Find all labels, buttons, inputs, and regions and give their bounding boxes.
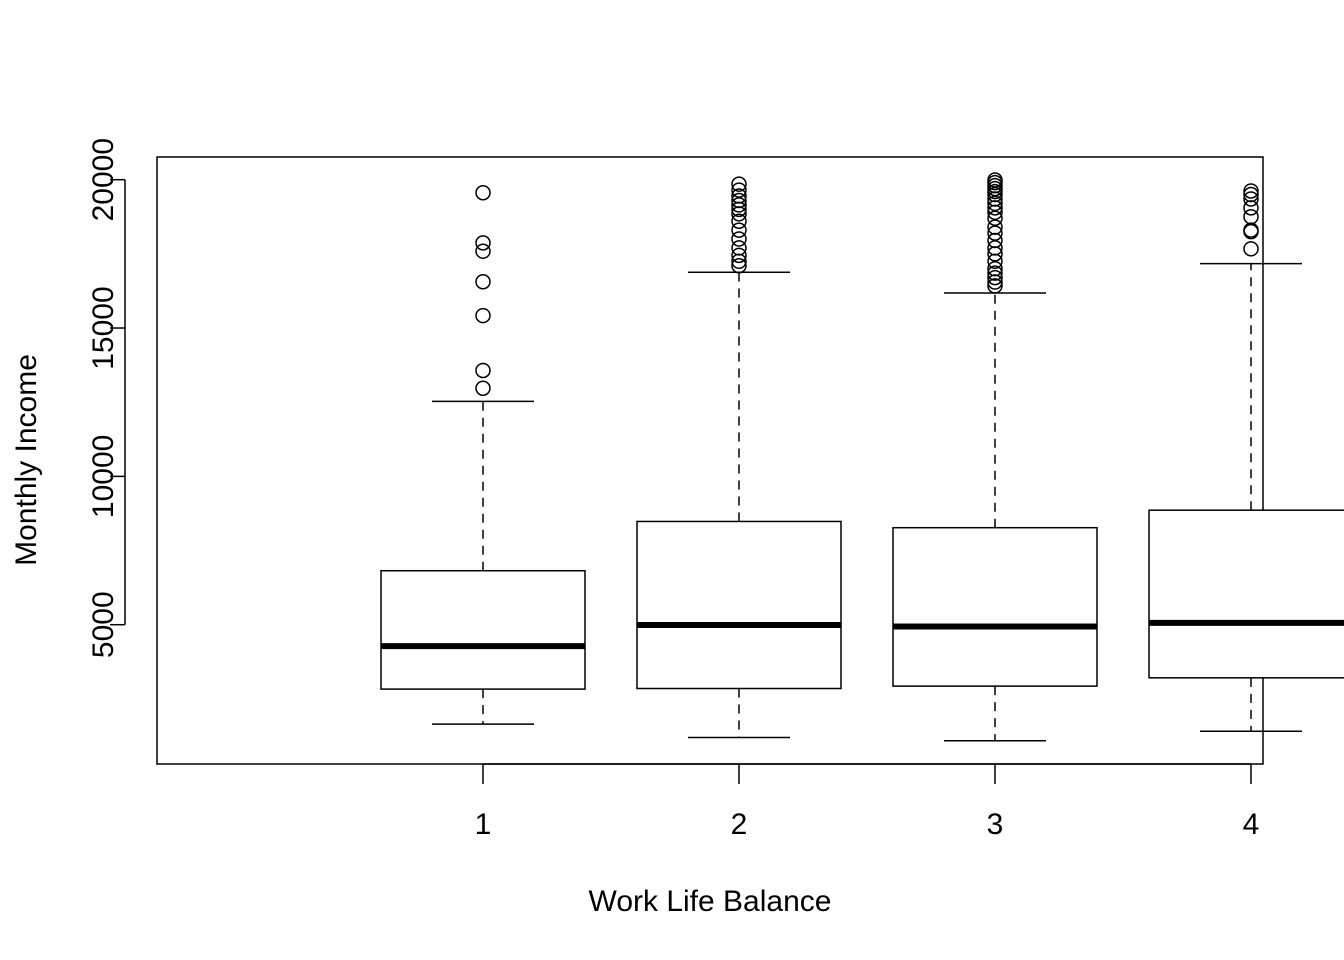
x-axis: 1 2 3 4 — [475, 763, 1260, 841]
y-axis: 5000 10000 15000 20000 — [87, 138, 126, 658]
outlier-point — [1243, 223, 1259, 240]
x-tick-label: 3 — [987, 808, 1004, 841]
x-tick-label: 4 — [1243, 808, 1260, 841]
iqr-box — [636, 520, 842, 690]
outlier-point — [731, 257, 747, 274]
outlier-point — [475, 274, 491, 290]
outlier-point — [1243, 241, 1259, 257]
outlier-point — [987, 204, 1003, 221]
outlier-point — [987, 253, 1003, 270]
outlier-point — [475, 235, 491, 251]
outlier-point — [731, 197, 747, 213]
outlier-point — [731, 176, 747, 192]
outlier-point — [987, 210, 1003, 227]
iqr-box — [892, 526, 1098, 687]
outlier-point — [731, 201, 747, 218]
outlier-point — [987, 265, 1003, 281]
outlier-point — [731, 231, 747, 247]
outlier-point — [987, 274, 1003, 290]
x-tick-label: 2 — [731, 808, 748, 841]
outlier-point — [987, 269, 1003, 286]
outlier-point — [987, 246, 1003, 262]
box-3 — [892, 172, 1098, 742]
outlier-point — [1243, 183, 1259, 199]
outlier-point — [987, 225, 1003, 241]
outlier-point — [475, 184, 491, 201]
outlier-point — [987, 200, 1003, 216]
y-tick-label: 20000 — [87, 138, 120, 221]
outlier-point — [475, 380, 491, 397]
box-1 — [380, 184, 586, 725]
y-axis-label: Monthly Income — [10, 354, 43, 566]
outlier-point — [987, 278, 1003, 294]
iqr-box — [1148, 509, 1344, 679]
box-2 — [636, 176, 842, 739]
box-group — [380, 172, 1344, 742]
outlier-point — [987, 195, 1003, 212]
outlier-point — [731, 182, 747, 198]
outlier-point — [1243, 209, 1259, 225]
outlier-point — [1243, 200, 1259, 216]
outlier-point — [731, 206, 747, 222]
outlier-point — [731, 247, 747, 264]
outlier-point — [731, 213, 747, 229]
x-tick-label: 1 — [475, 808, 492, 841]
box-4 — [1148, 183, 1344, 732]
y-tick-label: 15000 — [87, 286, 120, 369]
outlier-point — [731, 253, 747, 270]
outlier-point — [475, 243, 491, 259]
outlier-point — [1243, 191, 1259, 207]
outlier-point — [731, 222, 747, 238]
x-axis-label: Work Life Balance — [589, 885, 832, 918]
outlier-point — [475, 307, 491, 324]
iqr-box — [380, 569, 586, 690]
y-tick-label: 5000 — [87, 591, 120, 658]
outlier-point — [475, 362, 491, 379]
y-tick-label: 10000 — [87, 435, 120, 518]
